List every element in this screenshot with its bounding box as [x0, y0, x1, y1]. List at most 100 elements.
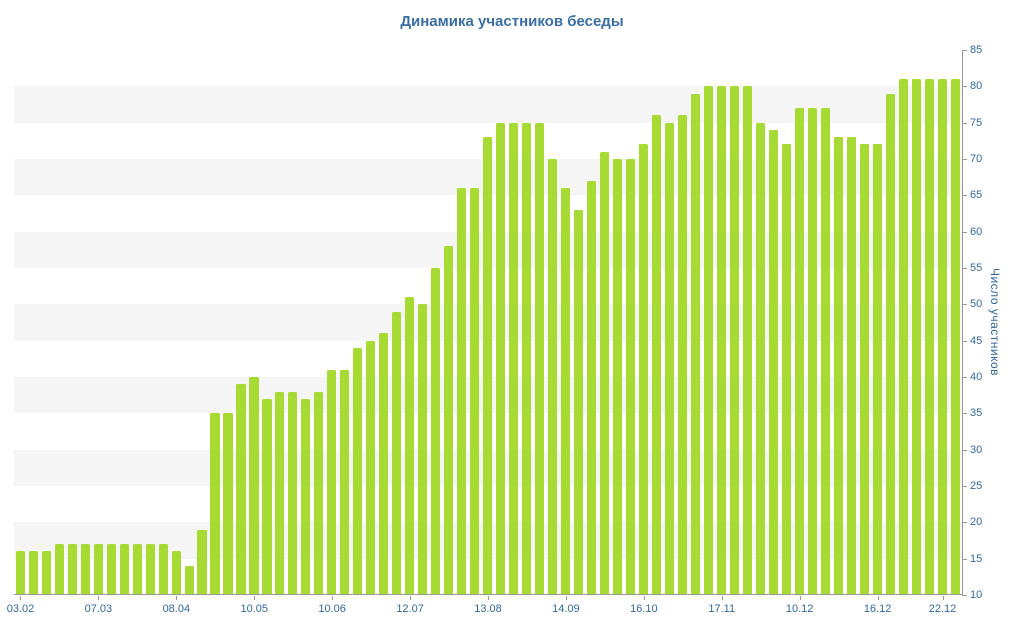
- bar-0[interactable]: [15, 551, 25, 595]
- x-tick-mark: [98, 596, 100, 600]
- bar-23[interactable]: [314, 391, 324, 595]
- y-tick-mark: [962, 522, 967, 524]
- bar-7[interactable]: [106, 544, 116, 595]
- y-tick-mark: [962, 304, 967, 306]
- bar-69[interactable]: [911, 79, 921, 595]
- bar-60[interactable]: [794, 108, 804, 595]
- bar-12[interactable]: [171, 551, 181, 595]
- bar-39[interactable]: [522, 122, 532, 595]
- bar-51[interactable]: [677, 115, 688, 595]
- bar-49[interactable]: [652, 115, 662, 595]
- x-tick-label: 13.08: [474, 603, 502, 615]
- y-tick-label: 60: [970, 225, 983, 238]
- x-tick-mark: [877, 596, 879, 600]
- chart-title: Динамика участников беседы: [400, 13, 624, 30]
- bar-54[interactable]: [716, 86, 727, 595]
- bar-67[interactable]: [885, 93, 895, 595]
- x-tick-mark: [20, 596, 22, 600]
- y-axis-line: [962, 50, 963, 596]
- bar-57[interactable]: [755, 122, 765, 595]
- bar-44[interactable]: [587, 180, 597, 595]
- bar-72[interactable]: [950, 79, 960, 595]
- bar-25[interactable]: [340, 369, 350, 595]
- bar-61[interactable]: [807, 108, 817, 595]
- bar-5[interactable]: [80, 544, 90, 595]
- bar-6[interactable]: [93, 544, 103, 595]
- y-tick-mark: [962, 413, 967, 415]
- y-tick-mark: [962, 486, 967, 487]
- bar-66[interactable]: [872, 144, 882, 595]
- bar-68[interactable]: [898, 79, 908, 595]
- bar-53[interactable]: [703, 86, 714, 595]
- x-tick-mark: [721, 596, 723, 600]
- bar-28[interactable]: [379, 333, 389, 595]
- bar-11[interactable]: [158, 544, 168, 595]
- y-tick-label: 45: [970, 334, 983, 347]
- bar-46[interactable]: [613, 159, 623, 595]
- bar-10[interactable]: [145, 544, 155, 595]
- bar-71[interactable]: [937, 79, 947, 595]
- x-tick-mark: [332, 596, 334, 600]
- bar-45[interactable]: [600, 151, 610, 595]
- bar-20[interactable]: [275, 391, 285, 595]
- bar-9[interactable]: [132, 544, 142, 595]
- bar-58[interactable]: [768, 129, 778, 595]
- bar-15[interactable]: [210, 413, 220, 595]
- bar-29[interactable]: [392, 311, 402, 595]
- x-tick-mark: [254, 596, 256, 600]
- bar-40[interactable]: [535, 122, 545, 595]
- y-tick-label: 10: [970, 589, 983, 601]
- bar-8[interactable]: [119, 544, 129, 595]
- bar-34[interactable]: [457, 188, 467, 595]
- bar-32[interactable]: [431, 268, 441, 595]
- bar-27[interactable]: [366, 340, 376, 595]
- bar-65[interactable]: [859, 144, 869, 595]
- bar-30[interactable]: [405, 297, 415, 595]
- bar-43[interactable]: [574, 209, 584, 595]
- bar-31[interactable]: [418, 304, 428, 595]
- bar-2[interactable]: [41, 551, 51, 595]
- bar-1[interactable]: [28, 551, 38, 595]
- x-tick-mark: [488, 596, 489, 600]
- bar-33[interactable]: [444, 246, 454, 595]
- bar-26[interactable]: [353, 347, 363, 595]
- bar-63[interactable]: [833, 137, 843, 595]
- bar-47[interactable]: [626, 159, 636, 595]
- bar-21[interactable]: [288, 391, 298, 595]
- bar-50[interactable]: [665, 122, 675, 595]
- bar-38[interactable]: [509, 122, 519, 595]
- bar-19[interactable]: [262, 398, 272, 595]
- bar-62[interactable]: [820, 108, 830, 595]
- bar-52[interactable]: [690, 93, 701, 595]
- bar-56[interactable]: [742, 86, 752, 595]
- x-tick-label: 12.07: [396, 603, 424, 615]
- bar-13[interactable]: [184, 565, 194, 595]
- bar-14[interactable]: [197, 529, 207, 595]
- bar-48[interactable]: [639, 144, 649, 595]
- bar-55[interactable]: [729, 86, 739, 595]
- x-tick-mark: [410, 596, 412, 600]
- bar-4[interactable]: [67, 544, 77, 595]
- bar-36[interactable]: [483, 137, 493, 595]
- x-tick-label: 10.06: [318, 603, 346, 615]
- y-tick-mark: [962, 159, 967, 160]
- bar-70[interactable]: [924, 79, 934, 595]
- bar-59[interactable]: [781, 144, 791, 595]
- bar-42[interactable]: [561, 188, 571, 595]
- x-tick-label: 10.12: [785, 603, 814, 615]
- bar-16[interactable]: [223, 413, 233, 595]
- bar-18[interactable]: [249, 377, 259, 595]
- y-tick-label: 65: [970, 189, 983, 202]
- bar-37[interactable]: [496, 122, 506, 595]
- bar-24[interactable]: [327, 369, 337, 595]
- bar-64[interactable]: [846, 137, 856, 595]
- y-tick-label: 40: [970, 371, 983, 383]
- x-tick-label: 14.09: [552, 603, 580, 615]
- bar-22[interactable]: [301, 398, 311, 595]
- bar-3[interactable]: [54, 544, 64, 595]
- x-tick-mark: [565, 596, 567, 600]
- bar-17[interactable]: [236, 384, 246, 595]
- bar-41[interactable]: [548, 159, 558, 595]
- bar-35[interactable]: [470, 188, 480, 595]
- y-tick-mark: [962, 449, 967, 451]
